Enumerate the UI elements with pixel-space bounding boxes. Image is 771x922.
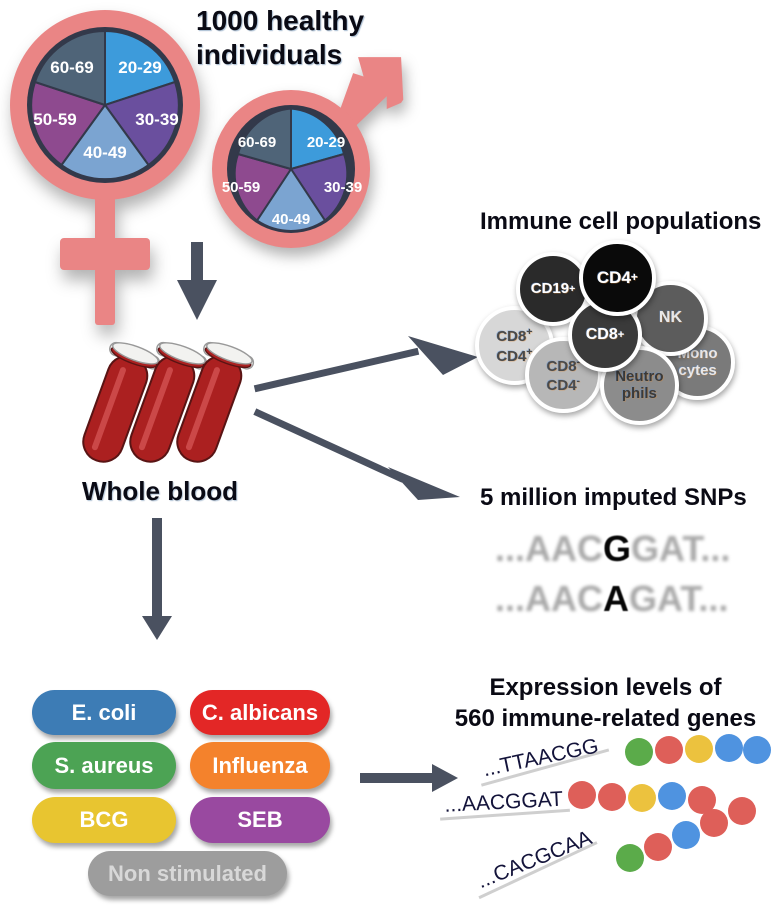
svg-text:...CACGCAA: ...CACGCAA	[474, 826, 595, 893]
svg-text:40-49: 40-49	[272, 211, 310, 228]
svg-text:30-39: 30-39	[324, 179, 362, 196]
svg-text:20-29: 20-29	[307, 134, 345, 151]
svg-text:50-59: 50-59	[222, 179, 260, 196]
svg-text:60-69: 60-69	[238, 134, 276, 151]
svg-text:...TTAACGG: ...TTAACGG	[481, 734, 601, 781]
